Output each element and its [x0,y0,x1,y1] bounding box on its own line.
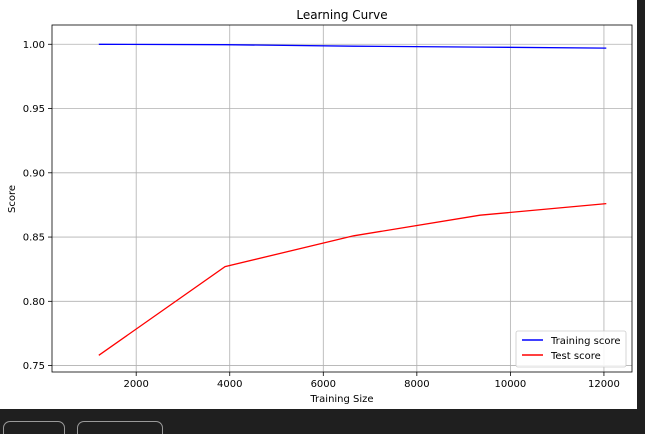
x-tick-label: 8000 [404,379,429,390]
x-tick-label: 2000 [123,379,148,390]
series-line-test-score [98,202,607,356]
y-tick-label: 0.85 [23,233,45,244]
x-tick-label: 4000 [217,379,242,390]
grid-layer [52,25,632,372]
x-axis-label: Training Size [309,394,373,405]
legend-label-test-score: Test score [550,351,601,362]
legend-box [515,330,627,368]
x-tick-label: 6000 [311,379,336,390]
legend-label-training-score: Training score [550,336,621,347]
legend: Training score Test score [515,330,627,368]
figure-panel: 2000 4000 6000 8000 10000 12000 0.75 0.80 0.85 0… [0,0,637,409]
toolbar-button-right[interactable] [77,421,163,434]
x-tick-label: 12000 [588,379,620,390]
series-lines [98,43,607,356]
y-tick-label: 1.00 [23,40,45,51]
learning-curve-chart: 2000 4000 6000 8000 10000 12000 0.750.800.850… [7,8,633,405]
bottom-toolbar [0,409,645,434]
x-tick-label: 10000 [494,379,526,390]
plot-frame [51,24,633,373]
y-tick-label: 0.90 [23,168,45,179]
y-tick-label: 0.80 [23,297,45,308]
toolbar-button-left[interactable] [3,421,65,434]
y-tick-label: 0.75 [23,361,45,372]
chart-title: Learning Curve [296,8,387,22]
y-axis-ticks: 0.75 0.80 0.85 0.90 0.95 1.00 [23,40,52,372]
y-axis-label: Score [7,185,18,213]
series-line-training-score [98,43,607,49]
y-tick-label: 0.95 [23,104,45,115]
x-axis-ticks: 2000 4000 6000 8000 10000 12000 [123,372,620,390]
